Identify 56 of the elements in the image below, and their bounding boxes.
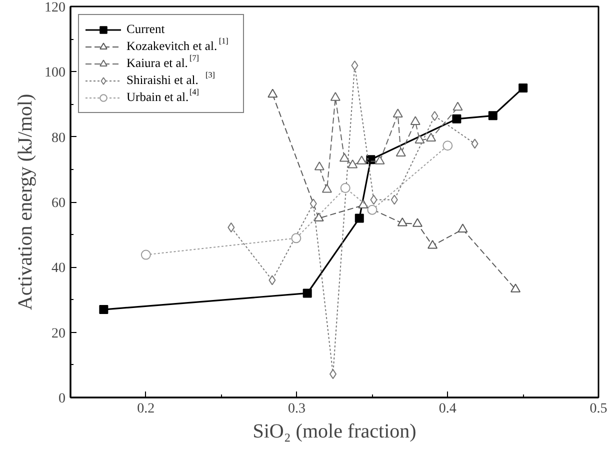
point [340,183,350,193]
point [396,148,406,157]
y-tick-label: 40 [52,261,66,276]
point [330,92,340,101]
y-tick-label: 100 [44,66,66,81]
point [314,212,324,222]
point [314,161,324,170]
point [140,250,151,260]
y-tick-label: 60 [52,196,66,211]
y-tick-label: 80 [52,130,66,146]
point [370,194,378,205]
point [322,184,332,193]
x-tick-label: 0.5 [590,402,608,416]
point [458,224,468,232]
point [329,369,336,380]
point [310,198,317,209]
point [367,204,378,215]
x-tick-label: 0.3 [288,402,306,416]
point [339,152,350,162]
point [488,111,498,120]
point [452,102,463,111]
point [348,159,358,168]
x-tick-label: 0.2 [137,402,155,416]
point [397,217,408,226]
y-tick-label: 20 [52,326,66,342]
y-tick-label: 0 [58,392,66,406]
point [428,240,438,249]
y-tick-label: 120 [44,0,66,16]
point [358,200,368,208]
point [392,108,403,118]
point [354,214,364,223]
legend-label: Current [126,22,166,36]
point [471,138,478,149]
point [390,194,398,205]
point [410,116,420,125]
point [442,140,453,151]
point [228,222,235,232]
point [99,305,108,314]
x-tick-label: 0.4 [438,402,456,416]
legend-label: Shiraishi et al. [3] [126,70,216,87]
point [268,88,278,98]
point [356,156,367,164]
point [518,83,528,92]
point [426,132,436,142]
point [412,218,422,227]
point [510,284,521,292]
point [268,275,276,286]
point [374,156,385,164]
x-axis-title: SiO₂ (mole fraction) [252,420,416,442]
point [351,60,358,70]
point [452,114,462,124]
point [431,110,438,121]
point [291,233,302,244]
y-axis-title: Activation energy (kJ/mol) [14,94,36,310]
point [414,134,425,144]
point [302,288,312,298]
